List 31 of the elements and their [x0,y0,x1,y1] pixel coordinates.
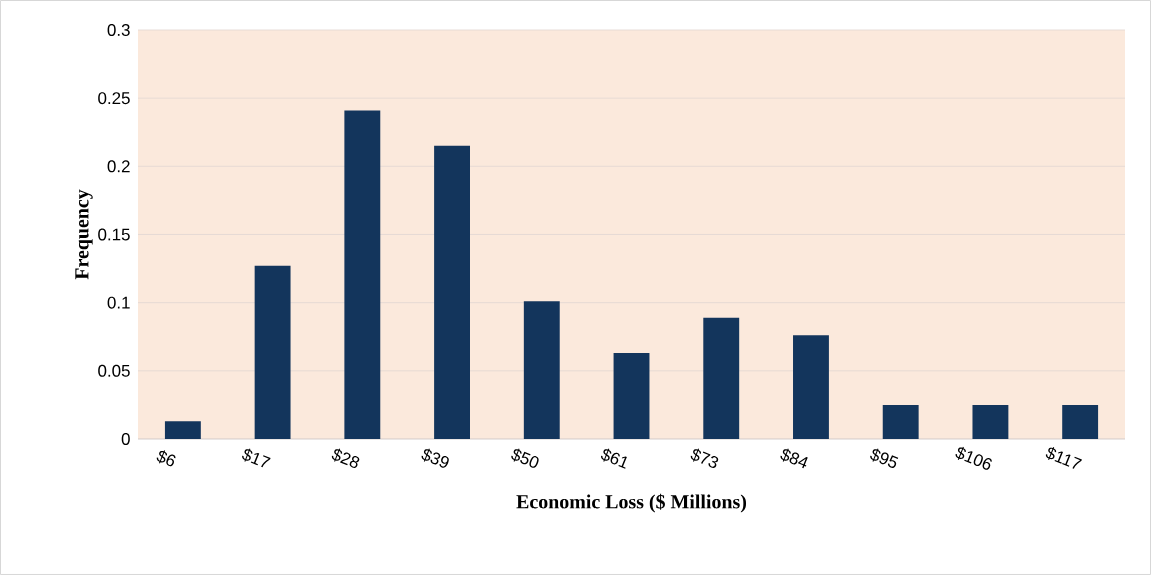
x-tick-label: $50 [511,448,539,468]
y-tick-label: 0 [121,432,130,445]
bar [523,301,560,439]
y-axis-title: Frequency [75,189,93,280]
bar [344,110,381,439]
x-tick-label: $6 [156,450,176,467]
x-tick-label: $84 [780,448,808,469]
x-tick-label: $95 [870,448,899,468]
x-axis-title: Economic Loss ($ Millions) [516,493,747,513]
y-tick-label: 0.15 [98,228,130,241]
x-tick-label: $17 [242,448,271,468]
bar [434,145,470,439]
y-tick-label: 0.25 [98,92,130,105]
y-tick-label: 0.1 [107,296,130,309]
x-tick-label: $106 [955,446,992,470]
bar [254,265,291,439]
bar [793,335,829,439]
bar [164,421,201,439]
bar [972,404,1009,439]
y-tick-label: 0.3 [107,23,130,36]
x-tick-label: $61 [601,448,627,469]
bar [882,404,919,439]
x-tick-label: $28 [331,448,360,468]
bar [703,317,740,439]
bar [1062,404,1099,439]
x-tick-label: $73 [690,448,719,468]
x-tick-label: $39 [421,448,449,468]
bar [613,353,650,439]
y-tick-label: 0.05 [98,364,130,377]
y-tick-label: 0.2 [107,160,130,173]
x-tick-label: $117 [1045,447,1082,469]
